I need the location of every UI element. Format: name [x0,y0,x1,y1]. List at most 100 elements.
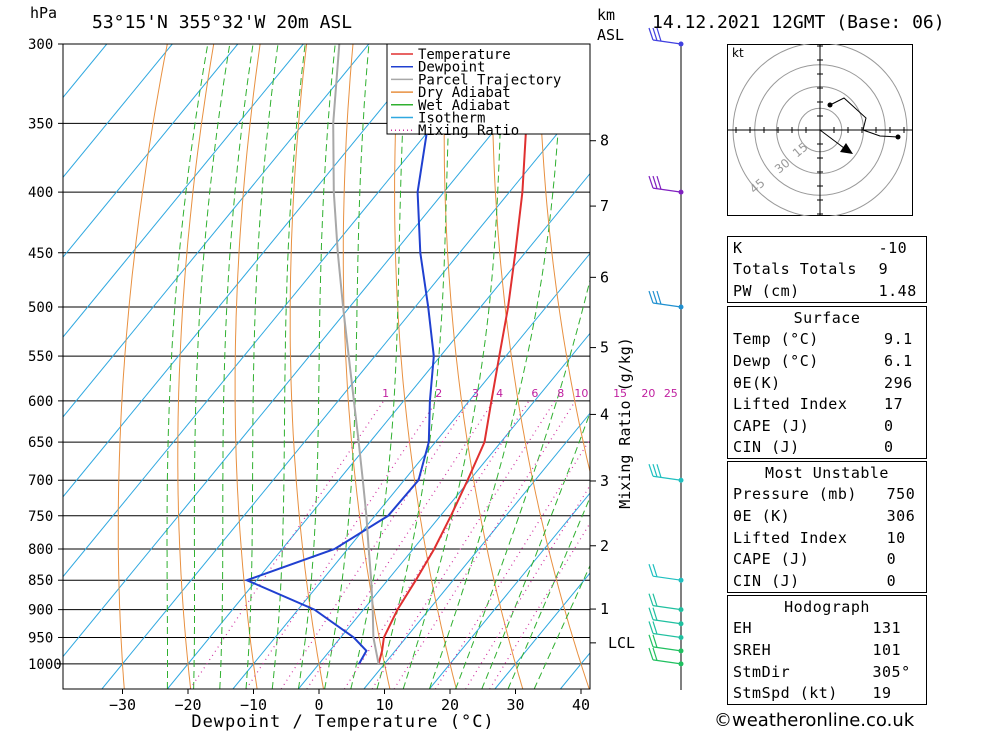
mixing-ratio-label: 6 [531,387,538,400]
wind-barb [648,175,684,195]
index-row: Temp (°C) 9.1 [727,328,928,351]
wind-barb-feather [652,564,658,577]
index-value: 0 [881,569,927,593]
mixing-ratio-axis-label: Mixing Ratio (g/kg) [616,337,634,509]
wind-barb-feather [648,647,654,661]
mixing-ratio-line [434,438,590,689]
wind-barb-feather [652,593,658,607]
isotherm-line [298,332,590,689]
mixing-ratio-line [371,400,556,689]
temperature-tick-label: −30 [109,696,136,714]
index-value: 131 [867,617,928,640]
section-header: Hodograph [727,594,927,618]
wind-barb-shaft [652,187,682,193]
asl-unit-label: ASL [597,26,625,44]
isotherm-line [63,44,239,258]
index-row: θE(K) 296 [727,371,928,394]
wind-barb [648,27,684,47]
hpa-unit-label: hPa [30,4,58,22]
index-key: CIN (J) [727,436,880,460]
km-tick-label: 8 [600,132,609,150]
km-tick-label: 3 [600,472,609,490]
dry-adiabat-line [443,44,524,689]
temperature-tick-label: −10 [240,696,267,714]
pressure-tick-label: 900 [28,603,53,619]
axes: 1 2 3 4 6 8 10 15 20 2530035040045050055060065070… [28,37,678,732]
temperature-tick-label: 40 [572,696,590,714]
temperature-tick-label: 20 [441,696,459,714]
index-key: Lifted Index [726,526,882,549]
isotherm-line [63,44,370,418]
km-unit-label: km [597,6,616,24]
index-value: 17 [879,393,928,415]
wind-barb-feather [648,634,654,648]
wind-barb-feather [648,290,654,304]
wind-barb-feather [656,464,662,478]
km-tick-label: 1 [600,600,609,618]
index-value: 750 [881,483,927,506]
storm-motion-arrow [819,129,845,149]
index-value: 9.1 [879,328,928,351]
index-value: 0 [881,548,927,570]
index-key: CIN (J) [726,569,882,593]
index-row: EH 131 [727,617,928,640]
legend-entry: Isotherm [418,111,485,127]
wind-barb-feather [652,175,658,189]
index-row: K -10 [726,235,927,259]
index-value: 306 [881,505,927,527]
wind-barb-feather [648,27,654,41]
grid-lines [63,44,720,689]
legend-entry: Dry Adiabat [418,85,511,101]
pressure-tick-label: 950 [28,630,53,646]
wet-adiabat-line [166,44,209,689]
wet-adiabat-line [219,44,254,689]
datetime-title: 14.12.2021 12GMT (Base: 06) [652,12,945,33]
dry-adiabat-line [538,44,590,474]
section-header: Surface [727,305,927,329]
wet-adiabat-line [245,44,279,689]
storm-motion-arrowhead [840,143,853,154]
index-value: 0 [879,414,928,437]
dry-adiabat-line [234,44,261,689]
mixing-ratio-label: 20 [641,387,655,400]
wind-barbs [648,27,684,690]
isotherm-line [626,44,720,689]
section-title: Surface [727,305,927,329]
wind-barb [648,621,684,640]
isotherm-line [63,44,566,658]
mixing-ratio-label: 15 [613,387,627,400]
mixing-ratio-line [306,400,495,689]
index-key: Lifted Index [727,393,880,415]
wind-barb-feather [648,564,654,577]
mixing-ratio-label: 8 [557,387,564,400]
wind-barb [648,647,684,667]
legend-entry: Temperature [418,47,511,63]
legend-entry: Wet Adiabat [418,98,511,114]
index-key: CAPE (J) [726,548,882,570]
wet-adiabat-line [297,44,336,689]
dry-adiabat-line [117,44,168,689]
section-title: Most Unstable [727,460,927,484]
index-value: 1.48 [873,280,927,303]
x-axis-label: Dewpoint / Temperature (°C) [191,712,494,732]
wind-barb-shaft [652,605,682,611]
temperature-tick-label: −20 [174,696,201,714]
dry-adiabat-line [632,44,720,689]
dry-adiabat-line [678,44,720,689]
index-value: 10 [881,526,927,549]
isotherm-line [363,412,590,689]
legend-box [386,43,591,135]
wet-adiabat-line [324,44,370,689]
wet-adiabat-line [455,278,590,689]
index-key: K [726,235,874,259]
dry-adiabat-line [491,44,590,689]
wind-barb-shaft [652,39,682,45]
wind-barb-feather [652,464,658,478]
index-row: Totals Totals 9 [726,258,927,281]
wind-barb-shaft [652,632,682,639]
isotherm-line [167,172,590,689]
mixing-ratio-label: 3 [472,387,479,400]
index-key: Pressure (mb) [726,483,882,506]
wind-barb-feather [652,607,658,621]
